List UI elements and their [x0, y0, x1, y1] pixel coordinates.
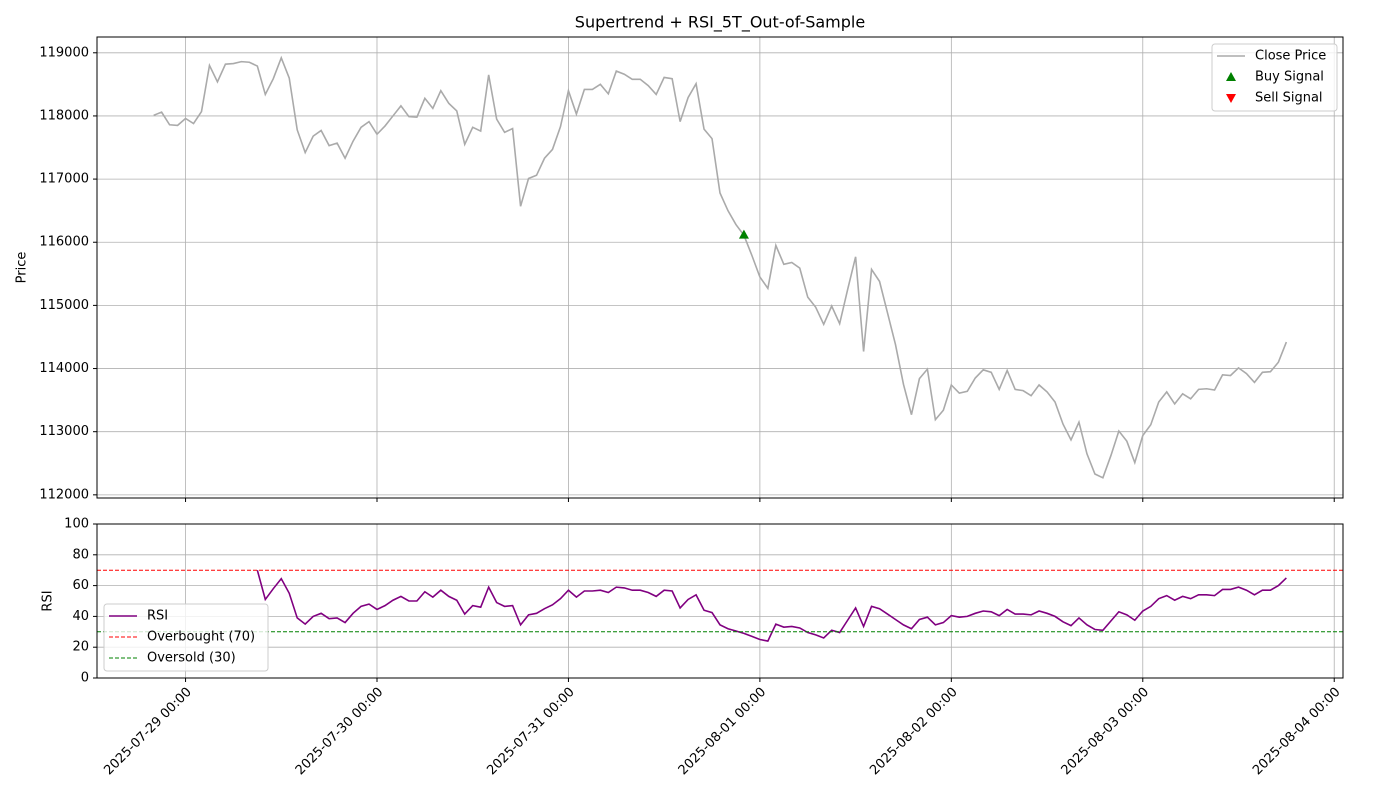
- y-tick-label: 112000: [39, 487, 89, 502]
- legend-label: Buy Signal: [1255, 70, 1324, 85]
- y-tick-label: 80: [72, 547, 89, 562]
- legend-box: [103, 603, 269, 672]
- y-tick-label: 119000: [39, 45, 89, 60]
- legend-label: Close Price: [1255, 49, 1326, 64]
- y-tick-label: 114000: [39, 361, 89, 376]
- legend-label: Oversold (30): [147, 651, 236, 666]
- legend-box: [1211, 43, 1338, 112]
- y-tick-label: 20: [72, 640, 89, 655]
- legend-label: Sell Signal: [1255, 91, 1323, 106]
- y-tick-label: 0: [81, 671, 89, 686]
- y-axis-label: RSI: [41, 590, 56, 611]
- legend-marker: [1226, 72, 1236, 81]
- plot-frame: [96, 36, 1344, 499]
- data-line: [256, 569, 1287, 642]
- y-tick-label: 118000: [39, 108, 89, 123]
- y-axis-label: Price: [15, 252, 30, 284]
- y-tick-label: 113000: [39, 424, 89, 439]
- legend-marker: [1226, 94, 1236, 103]
- chart-title: Supertrend + RSI_5T_Out-of-Sample: [575, 13, 865, 33]
- y-tick-label: 60: [72, 578, 89, 593]
- signal-marker: [738, 229, 749, 239]
- y-tick-label: 116000: [39, 235, 89, 250]
- plot-frame: [96, 523, 1344, 679]
- y-tick-label: 100: [64, 517, 89, 532]
- y-tick-label: 115000: [39, 298, 89, 313]
- legend-label: Overbought (70): [147, 630, 255, 645]
- legend-label: RSI: [147, 609, 168, 624]
- data-line: [153, 55, 1288, 479]
- y-tick-label: 117000: [39, 172, 89, 187]
- y-tick-label: 40: [72, 609, 89, 624]
